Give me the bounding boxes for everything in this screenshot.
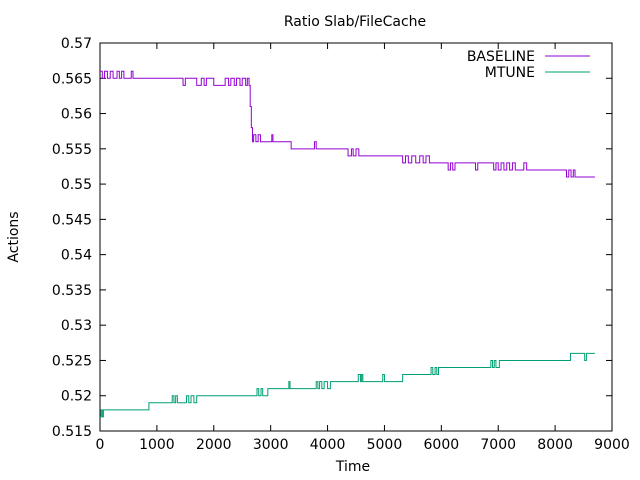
y-tick-label: 0.52: [61, 389, 92, 405]
y-tick-label: 0.535: [52, 283, 92, 299]
legend-label-baseline: BASELINE: [467, 49, 535, 65]
series-line-mtune: [100, 352, 595, 418]
x-tick-label: 5000: [367, 437, 403, 453]
y-axis-label: Actions: [6, 211, 22, 262]
x-tick-label: 7000: [480, 437, 516, 453]
x-tick-label: 1000: [139, 437, 175, 453]
x-tick-label: 3000: [253, 437, 289, 453]
x-axis: 0 1000 2000 3000 4000 5000 6000 7000 8000 9000: [96, 43, 630, 453]
x-tick-label: 2000: [196, 437, 232, 453]
y-tick-label: 0.565: [52, 71, 92, 87]
x-tick-label: 9000: [594, 437, 630, 453]
chart-title: Ratio Slab/FileCache: [284, 14, 426, 30]
series-line-baseline: [100, 70, 595, 178]
y-tick-label: 0.545: [52, 212, 92, 228]
y-tick-label: 0.55: [61, 177, 92, 193]
x-tick-label: 4000: [310, 437, 346, 453]
x-tick-label: 0: [96, 437, 105, 453]
y-tick-label: 0.56: [61, 107, 92, 123]
x-tick-label: 8000: [537, 437, 573, 453]
x-axis-label: Time: [335, 459, 370, 475]
y-axis: 0.515 0.52 0.525 0.53 0.535 0.54 0.545 0.55 0.55…: [52, 36, 612, 440]
x-tick-label: 6000: [424, 437, 460, 453]
y-tick-label: 0.53: [61, 318, 92, 334]
legend-label-mtune: MTUNE: [485, 65, 535, 81]
y-tick-label: 0.525: [52, 353, 92, 369]
y-tick-label: 0.515: [52, 424, 92, 440]
y-tick-label: 0.57: [61, 36, 92, 52]
plot-frame: [99, 42, 613, 432]
y-tick-label: 0.54: [61, 248, 92, 264]
series-group: [100, 70, 595, 418]
y-tick-label: 0.555: [52, 142, 92, 158]
